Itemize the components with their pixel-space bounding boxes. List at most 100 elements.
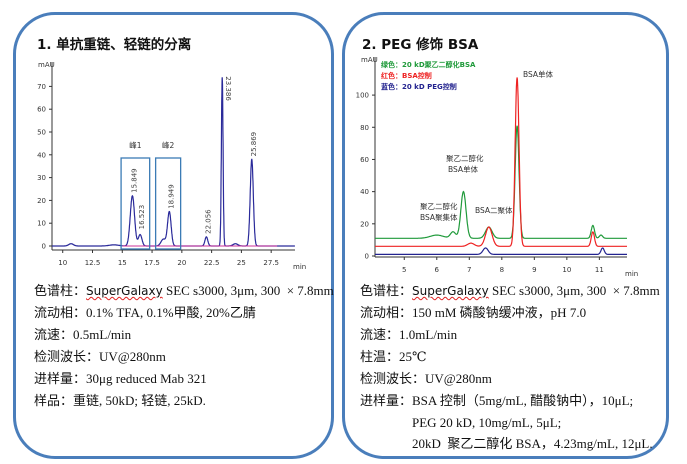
y-tick-label: 50 bbox=[37, 129, 46, 137]
y-tick-label: 20 bbox=[37, 197, 46, 205]
method-line: 20kD 聚乙二醇化 BSA，4.23mg/mL, 12μL. bbox=[360, 433, 660, 454]
method-value: 150 mM 磷酸钠缓冲液，pH 7.0 bbox=[412, 305, 587, 320]
x-tick-label: 5 bbox=[402, 266, 406, 274]
method-value: 0.1% TFA, 0.1%甲酸, 20%乙腈 bbox=[86, 305, 256, 320]
method-line: 检测波长：UV@280nm bbox=[360, 368, 660, 390]
y-tick-label: 0 bbox=[42, 243, 46, 251]
method-line: 流动相：150 mM 磷酸钠缓冲液，pH 7.0 bbox=[360, 302, 660, 324]
series-line-0 bbox=[52, 77, 295, 247]
y-tick-label: 40 bbox=[360, 188, 369, 196]
x-tick-label: 15 bbox=[118, 259, 127, 267]
section-title-1: 1. 单抗重链、轻链的分离 bbox=[37, 37, 192, 53]
x-tick-label: 8 bbox=[500, 266, 504, 274]
peak-retention-label: 22.056 bbox=[204, 209, 212, 234]
y-tick-label: 30 bbox=[37, 174, 46, 182]
method-label: 柱温： bbox=[360, 350, 400, 365]
y-axis-label: mAU bbox=[38, 61, 55, 69]
x-tick-label: 27.5 bbox=[263, 259, 279, 267]
method-line: 流速：1.0mL/min bbox=[360, 324, 660, 346]
peak-retention-label: 16.523 bbox=[138, 205, 146, 230]
x-tick-label: 25 bbox=[237, 259, 246, 267]
legend-entry: 红色：BSA控制 bbox=[381, 71, 432, 80]
method-details-2: 色谱柱：SuperGalaxy SEC s3000, 3μm, 300 × 7.… bbox=[360, 280, 660, 454]
method-value: BSA 控制（5mg/mL, 醋酸钠中），10μL; bbox=[412, 393, 634, 408]
method-line: 柱温：25℃ bbox=[360, 346, 660, 368]
method-value: 重链, 50kD; 轻链, 25kD. bbox=[73, 393, 210, 408]
method-details-1: 色谱柱：SuperGalaxy SEC s3000, 3μm, 300 × 7.… bbox=[34, 280, 334, 412]
method-value: 30μg reduced Mab 321 bbox=[86, 371, 207, 386]
method-value: 20kD 聚乙二醇化 BSA，4.23mg/mL, 12μL. bbox=[412, 436, 653, 451]
series-line-2 bbox=[375, 247, 627, 255]
peak-box bbox=[154, 157, 182, 250]
x-tick-label: 22.5 bbox=[204, 259, 220, 267]
method-line: 检测波长：UV@280nm bbox=[34, 346, 334, 368]
peak-box-label: 峰1 bbox=[129, 140, 141, 150]
method-line: 色谱柱：SuperGalaxy SEC s3000, 3μm, 300 × 7.… bbox=[360, 280, 660, 302]
method-label: 流动相： bbox=[360, 306, 413, 321]
legend-entry: 蓝色：20 kD PEG控制 bbox=[381, 82, 457, 91]
method-line: 色谱柱：SuperGalaxy SEC s3000, 3μm, 300 × 7.… bbox=[34, 280, 334, 302]
y-tick-label: 80 bbox=[360, 124, 369, 132]
peak-annotation: 聚乙二醇化 bbox=[446, 153, 484, 163]
method-value: 1.0mL/min bbox=[399, 327, 458, 342]
method-label: 进样量： bbox=[34, 372, 87, 387]
series-line-0 bbox=[375, 125, 627, 239]
peak-annotation: BSA二聚体 bbox=[475, 205, 513, 215]
x-tick-label: 10 bbox=[562, 266, 571, 274]
series-line-1 bbox=[375, 77, 627, 247]
peak-annotation: BSA聚集体 bbox=[420, 212, 458, 222]
method-value: SuperGalaxy SEC s3000, 3μm, 300 × 7.8mm bbox=[412, 283, 660, 298]
method-line: PEG 20 kD, 10mg/mL, 5μL; bbox=[360, 412, 660, 433]
x-tick-label: 20 bbox=[177, 259, 186, 267]
x-axis-label: min bbox=[293, 263, 306, 271]
method-value: SuperGalaxy SEC s3000, 3μm, 300 × 7.8mm bbox=[86, 283, 334, 298]
method-label: 流速： bbox=[360, 328, 400, 343]
x-tick-label: 17.5 bbox=[144, 259, 160, 267]
y-axis-label: mAU bbox=[361, 56, 378, 64]
y-tick-label: 70 bbox=[37, 83, 46, 91]
method-value: PEG 20 kD, 10mg/mL, 5μL; bbox=[412, 415, 565, 430]
method-label: 流速： bbox=[34, 328, 74, 343]
method-label: 检测波长： bbox=[34, 350, 100, 365]
method-value: 25℃ bbox=[399, 349, 427, 364]
method-label: 色谱柱： bbox=[360, 284, 413, 299]
method-label: 检测波长： bbox=[360, 372, 426, 387]
y-tick-label: 40 bbox=[37, 151, 46, 159]
y-tick-label: 60 bbox=[360, 156, 369, 164]
method-line: 流速：0.5mL/min bbox=[34, 324, 334, 346]
peak-retention-label: 18.949 bbox=[167, 184, 175, 209]
x-tick-label: 6 bbox=[435, 266, 440, 274]
y-tick-label: 20 bbox=[360, 220, 369, 228]
peak-retention-label: 15.849 bbox=[130, 168, 138, 193]
panel-peg-bsa bbox=[342, 12, 669, 459]
method-label: 进样量： bbox=[360, 394, 413, 409]
panel-heavy-light-chain bbox=[13, 12, 334, 459]
peak-annotation: BSA单体 bbox=[448, 164, 479, 174]
x-tick-label: 11 bbox=[595, 266, 604, 274]
method-line: 流动相：0.1% TFA, 0.1%甲酸, 20%乙腈 bbox=[34, 302, 334, 324]
method-line: 进样量：BSA 控制（5mg/mL, 醋酸钠中），10μL; bbox=[360, 390, 660, 412]
method-label: 色谱柱： bbox=[34, 284, 87, 299]
method-label: 样品： bbox=[34, 394, 74, 409]
section-title-2: 2. PEG 修饰 BSA bbox=[362, 37, 479, 53]
y-tick-label: 10 bbox=[37, 220, 46, 228]
method-line: 进样量：30μg reduced Mab 321 bbox=[34, 368, 334, 390]
peak-box bbox=[120, 157, 151, 250]
x-tick-label: 7 bbox=[467, 266, 471, 274]
x-axis-label: min bbox=[625, 270, 638, 278]
peak-box-label: 峰2 bbox=[162, 140, 174, 150]
method-label: 流动相： bbox=[34, 306, 87, 321]
peak-annotation: BSA单体 bbox=[523, 69, 554, 79]
x-tick-label: 9 bbox=[532, 266, 536, 274]
legend-entry: 绿色：20 kD聚乙二醇化BSA bbox=[381, 60, 476, 69]
y-tick-label: 0 bbox=[365, 253, 369, 261]
method-value: UV@280nm bbox=[425, 371, 492, 386]
method-value: UV@280nm bbox=[99, 349, 166, 364]
method-value: 0.5mL/min bbox=[73, 327, 132, 342]
method-line: 样品：重链, 50kD; 轻链, 25kD. bbox=[34, 390, 334, 412]
x-tick-label: 12.5 bbox=[85, 259, 101, 267]
y-tick-label: 100 bbox=[356, 92, 369, 100]
peak-annotation: 聚乙二醇化 bbox=[420, 201, 458, 211]
